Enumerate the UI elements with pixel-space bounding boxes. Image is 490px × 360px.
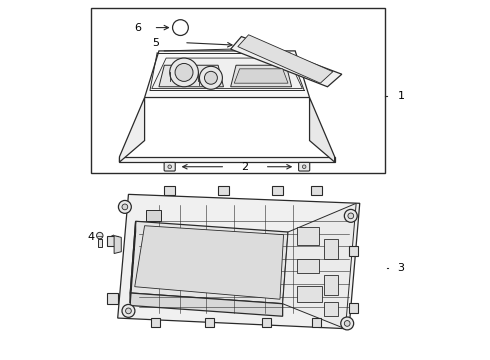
Bar [262, 318, 271, 327]
Bar [297, 286, 322, 302]
Circle shape [122, 204, 128, 210]
Polygon shape [114, 235, 122, 253]
Bar [164, 186, 175, 195]
Circle shape [175, 63, 193, 81]
Polygon shape [130, 221, 136, 303]
Bar [205, 318, 214, 327]
Bar [349, 303, 358, 314]
Text: 5: 5 [152, 38, 159, 48]
Polygon shape [120, 157, 335, 162]
Bar [349, 246, 358, 256]
Text: 2: 2 [242, 162, 248, 172]
Bar [218, 186, 229, 195]
Text: 1: 1 [397, 91, 405, 101]
Bar [324, 239, 338, 259]
Polygon shape [310, 98, 335, 162]
Bar [107, 293, 118, 304]
Circle shape [204, 71, 218, 84]
Circle shape [170, 58, 198, 87]
Polygon shape [130, 221, 288, 304]
Bar [324, 275, 338, 295]
FancyBboxPatch shape [298, 162, 310, 171]
Polygon shape [135, 226, 284, 299]
Circle shape [348, 213, 354, 219]
Circle shape [122, 305, 135, 318]
Polygon shape [283, 203, 356, 329]
Polygon shape [130, 293, 283, 316]
Bar [91, 8, 385, 173]
Bar [311, 186, 322, 195]
Polygon shape [118, 194, 360, 329]
Polygon shape [231, 37, 342, 87]
Polygon shape [147, 211, 161, 221]
Polygon shape [152, 58, 302, 89]
Circle shape [172, 20, 188, 36]
Circle shape [125, 308, 131, 314]
Bar [297, 226, 318, 244]
Bar [107, 235, 118, 246]
Circle shape [119, 201, 131, 213]
Circle shape [302, 165, 306, 168]
Circle shape [344, 210, 357, 222]
Bar [272, 186, 283, 195]
Bar [151, 318, 160, 327]
Polygon shape [231, 65, 292, 87]
Circle shape [168, 165, 172, 168]
FancyBboxPatch shape [164, 162, 175, 171]
Bar [313, 318, 321, 327]
Text: 6: 6 [134, 23, 141, 33]
Polygon shape [120, 98, 145, 162]
Circle shape [97, 232, 103, 239]
Circle shape [344, 320, 350, 326]
Bar [324, 302, 338, 316]
Bar [297, 259, 318, 273]
Circle shape [199, 66, 222, 89]
Circle shape [341, 317, 354, 330]
Text: 4: 4 [87, 232, 95, 242]
Polygon shape [238, 35, 333, 83]
Polygon shape [145, 51, 310, 98]
Polygon shape [234, 69, 288, 83]
Bar [98, 239, 102, 247]
Text: 3: 3 [397, 263, 405, 273]
Polygon shape [159, 65, 223, 87]
